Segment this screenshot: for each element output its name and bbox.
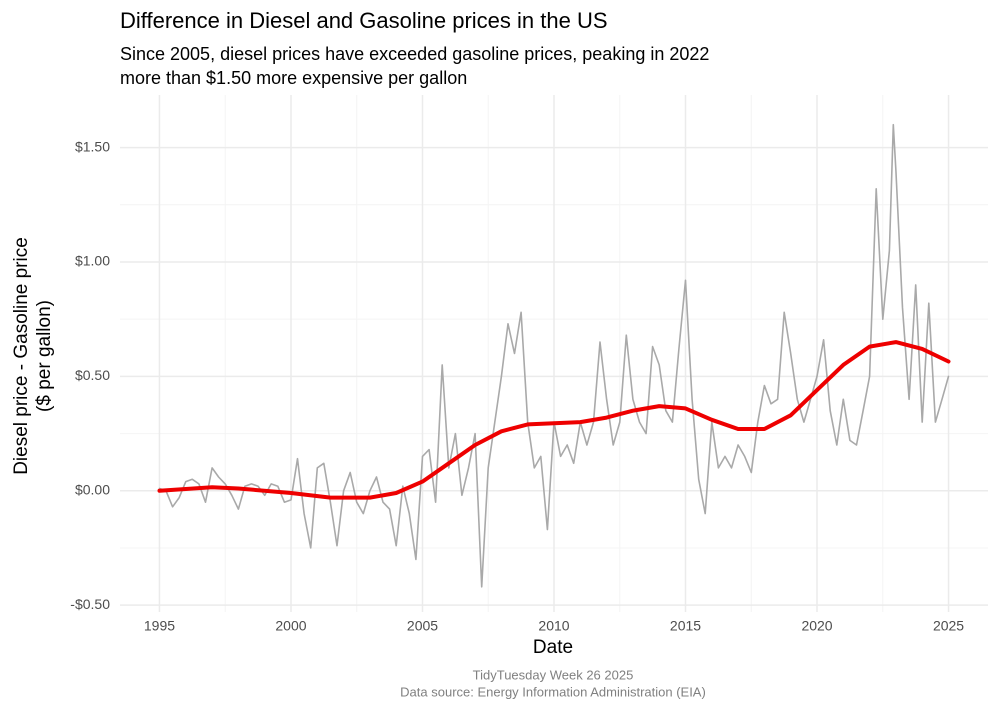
x-tick-label: 2020	[801, 618, 832, 634]
y-tick-label: $0.00	[75, 481, 110, 497]
x-tick-label: 2025	[933, 618, 964, 634]
x-tick-label: 2005	[407, 618, 438, 634]
caption: TidyTuesday Week 26 2025	[473, 667, 634, 682]
x-tick-label: 2000	[275, 618, 306, 634]
data-line	[157, 340, 951, 500]
x-tick-label: 2010	[538, 618, 569, 634]
y-tick-label: $1.50	[75, 138, 110, 154]
y-axis-label: Diesel price - Gasoline price	[11, 237, 32, 475]
y-tick-label: $0.50	[75, 367, 110, 383]
chart-subtitle: more than $1.50 more expensive per gallo…	[120, 68, 467, 88]
caption: Data source: Energy Information Administ…	[400, 684, 706, 699]
x-tick-label: 2015	[670, 618, 701, 634]
y-tick-label: $1.00	[75, 253, 110, 269]
y-tick-label: -$0.50	[70, 596, 110, 612]
x-axis-label: Date	[533, 637, 573, 658]
chart-subtitle: Since 2005, diesel prices have exceeded …	[120, 44, 709, 64]
y-axis-label: ($ per gallon)	[34, 300, 55, 412]
x-tick-label: 1995	[144, 618, 175, 634]
chart-title: Difference in Diesel and Gasoline prices…	[120, 8, 608, 33]
